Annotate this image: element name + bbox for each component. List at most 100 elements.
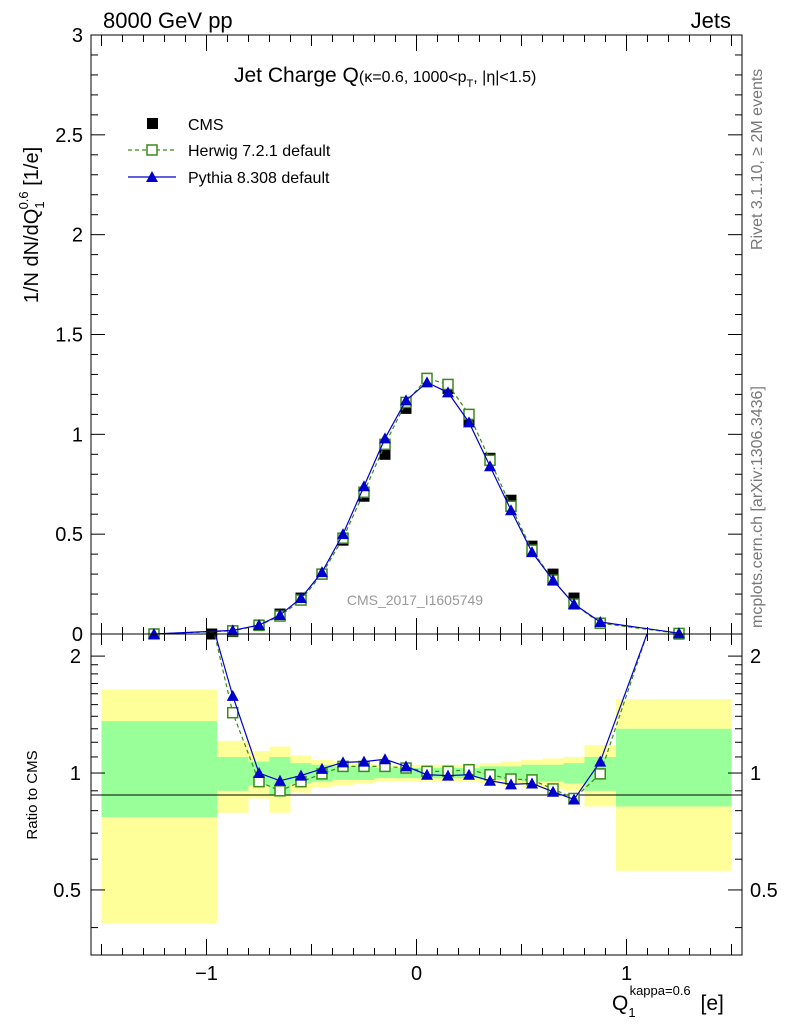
watermark-label: CMS_2017_I1605749 xyxy=(347,592,483,608)
plot-title-condition: (κ=0.6, 1000<p xyxy=(359,69,467,86)
pythia-ratio-point xyxy=(400,760,412,772)
pythia-ratio-point xyxy=(547,785,559,797)
main-y-axis-label: 1/N dN/dQ10.6 [1/e] xyxy=(16,147,47,303)
pythia-ratio-point xyxy=(421,768,433,780)
pythia-line xyxy=(153,381,680,635)
x-axis-label: Q1 kappa=0.6 [e] xyxy=(612,983,724,1020)
pythia-ratio-point xyxy=(337,756,349,768)
pythia-ratio-point xyxy=(379,753,391,765)
rivet-version-label: Rivet 3.1.10, ≥ 2M events xyxy=(749,69,766,250)
plot-title: Jet Charge Q(κ=0.6, 1000<pT, |η|<1.5) xyxy=(234,64,536,90)
main-y-axis-label-tail: [1/e] xyxy=(21,147,43,191)
x-tick-label: 1 xyxy=(621,963,632,985)
herwig-ratio-point xyxy=(253,775,265,788)
pythia-ratio-point xyxy=(484,774,496,786)
main-y-axis-label-main: 1/N dN/dQ xyxy=(21,209,43,303)
pythia-point xyxy=(274,609,286,621)
main-y-tick-label: 0.5 xyxy=(55,524,83,546)
herwig-ratio-line xyxy=(213,634,648,800)
pythia-point xyxy=(505,504,517,516)
main-series-layer xyxy=(148,372,685,640)
pythia-point xyxy=(316,566,328,578)
pythia-point xyxy=(337,528,349,540)
legend-pythia-marker xyxy=(146,171,158,182)
pythia-point xyxy=(421,376,433,388)
x-tick-label: −1 xyxy=(195,963,218,985)
herwig-ratio-point xyxy=(274,785,286,797)
pythia-ratio-point xyxy=(274,774,286,786)
legend-herwig-marker xyxy=(146,144,158,156)
main-panel: 0 0.5 1 1.5 2 2.5 3 CMS_2017_I1605749 Jet Char… xyxy=(16,25,743,646)
pythia-point xyxy=(379,432,391,444)
main-y-tick-label: 2.5 xyxy=(55,125,83,147)
ratio-uncertainty-bands xyxy=(101,689,732,924)
pythia-ratio-point xyxy=(526,777,538,789)
pythia-point xyxy=(526,546,538,558)
pythia-point xyxy=(568,598,580,610)
ratio-inner-band xyxy=(563,763,585,784)
energy-label: 8000 GeV pp xyxy=(103,8,233,33)
pythia-point xyxy=(226,624,239,636)
ratio-y-axis-label: Ratio to CMS xyxy=(24,750,41,839)
pythia-point xyxy=(295,592,307,604)
main-y-tick-label: 3 xyxy=(72,25,83,47)
x-axis-label-tail: [e] xyxy=(695,992,724,1015)
pythia-point xyxy=(594,616,607,628)
main-y-axis-label-sup: 0.6 xyxy=(16,191,31,209)
x-axis-label-sup: kappa=0.6 xyxy=(630,983,691,998)
cms-data-point xyxy=(400,402,412,414)
x-axis-label-sub: 1 xyxy=(628,1005,635,1020)
ratio-series-group xyxy=(213,634,648,805)
legend-pythia-label: Pythia 8.308 default xyxy=(188,170,330,187)
pythia-ratio-point xyxy=(358,755,370,767)
main-axis-ticks: 0 0.5 1 1.5 2 2.5 3 xyxy=(55,25,742,646)
x-axis-label-main: Q xyxy=(612,992,628,1015)
pythia-point xyxy=(484,460,496,472)
pythia-point xyxy=(253,619,265,631)
pythia-ratio-point xyxy=(594,755,607,767)
herwig-ratio-point xyxy=(227,706,239,719)
pythia-point xyxy=(673,627,685,639)
mcplots-label: mcplots.cern.ch [arXiv:1306.3436] xyxy=(749,386,766,628)
ratio-inner-band xyxy=(616,728,732,807)
pythia-point xyxy=(358,480,370,492)
legend-cms-label: CMS xyxy=(188,117,224,134)
legend-herwig-label: Herwig 7.2.1 default xyxy=(188,143,331,160)
pythia-ratio-point xyxy=(226,689,239,701)
ratio-y-tick-label-right: 2 xyxy=(750,646,761,668)
x-tick-label: 0 xyxy=(411,963,422,985)
pythia-ratio-point xyxy=(295,769,307,781)
pythia-point xyxy=(400,394,412,406)
main-y-tick-label: 1 xyxy=(72,424,83,446)
ratio-y-tick-label: 1 xyxy=(70,763,81,785)
plot-title-main: Jet Charge Q xyxy=(234,64,359,87)
process-label: Jets xyxy=(691,8,731,33)
pythia-ratio-point xyxy=(568,793,580,805)
legend-cms-marker xyxy=(147,118,158,129)
ratio-y-tick-label-right: 1 xyxy=(750,763,761,785)
pythia-point xyxy=(463,416,475,428)
cms-data-point xyxy=(379,448,391,460)
ratio-inner-band xyxy=(217,756,249,791)
ratio-y-tick-label: 0.5 xyxy=(53,880,81,902)
pythia-ratio-line xyxy=(214,634,648,801)
ratio-inner-band xyxy=(374,768,396,779)
herwig-ratio-point xyxy=(594,768,606,780)
main-y-tick-label: 1.5 xyxy=(55,325,83,347)
plot-title-tail: , |η|<1.5) xyxy=(473,69,536,86)
main-y-axis-label-sub: 1 xyxy=(32,201,47,208)
main-y-tick-label: 0 xyxy=(72,624,83,646)
pythia-ratio-point xyxy=(316,762,328,774)
pythia-ratio-point xyxy=(463,768,475,780)
ratio-inner-band xyxy=(101,721,217,818)
plot-title-sub: T xyxy=(467,78,474,90)
pythia-point xyxy=(442,386,454,398)
ratio-series-layer xyxy=(213,634,648,805)
pythia-ratio-point xyxy=(253,767,265,779)
pythia-ratio-point xyxy=(505,778,517,790)
cms-data-point xyxy=(505,494,517,506)
ratio-y-tick-label: 2 xyxy=(70,646,81,668)
main-y-tick-label: 2 xyxy=(72,225,83,247)
ratio-panel: 0.5 0.5 1 1 2 2 −1 0 1 Ratio to CMS Q1 kappa=0.6 … xyxy=(24,633,778,1020)
